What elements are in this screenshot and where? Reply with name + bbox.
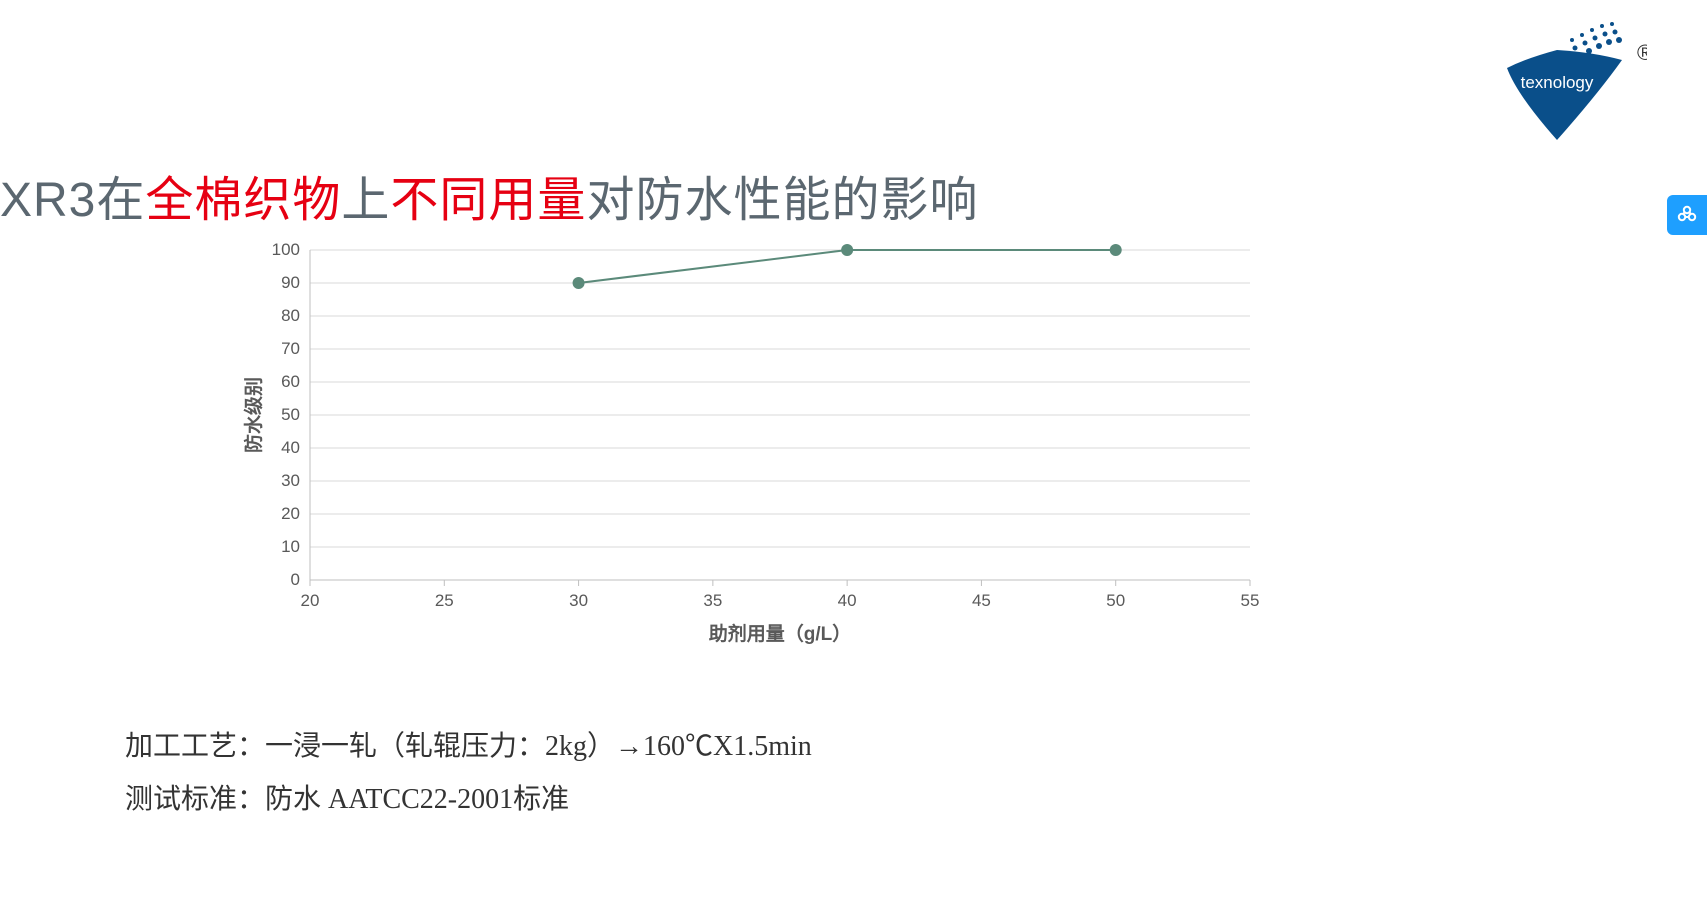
svg-text:40: 40	[838, 591, 857, 610]
note-standard: 测试标准：防水 AATCC22-2001标准	[125, 773, 812, 826]
page-title: XR3在全棉织物上不同用量对防水性能的影响	[0, 160, 978, 230]
title-seg4: 上	[341, 174, 390, 227]
svg-text:45: 45	[972, 591, 991, 610]
title-seg2: 在	[96, 174, 145, 227]
svg-text:30: 30	[281, 471, 300, 490]
logo-text: texnology	[1521, 73, 1594, 92]
svg-text:助剂用量（g/L）: 助剂用量（g/L）	[709, 622, 852, 645]
title-seg6: 对防水性能的影响	[586, 174, 978, 227]
svg-text:20: 20	[301, 591, 320, 610]
side-app-badge[interactable]	[1667, 195, 1707, 235]
svg-text:防水级别: 防水级别	[242, 377, 265, 453]
svg-text:100: 100	[272, 240, 300, 259]
waterproof-chart: 0 10 20 30 40 50 60 70 80 90 100 20 25 30 35 40 45 50 55 助剂…	[230, 240, 1280, 660]
svg-text:70: 70	[281, 339, 300, 358]
svg-text:40: 40	[281, 438, 300, 457]
svg-text:25: 25	[435, 591, 454, 610]
svg-text:50: 50	[1106, 591, 1125, 610]
svg-text:90: 90	[281, 273, 300, 292]
registered-mark: ®	[1637, 40, 1647, 65]
svg-text:30: 30	[569, 591, 588, 610]
svg-text:20: 20	[281, 504, 300, 523]
svg-text:80: 80	[281, 306, 300, 325]
svg-text:55: 55	[1241, 591, 1260, 610]
title-seg5: 不同用量	[390, 174, 586, 227]
brand-logo: texnology ®	[1467, 10, 1647, 150]
svg-text:35: 35	[703, 591, 722, 610]
title-seg1: XR3	[0, 174, 96, 227]
title-seg3: 全棉织物	[145, 174, 341, 227]
svg-text:10: 10	[281, 537, 300, 556]
svg-text:60: 60	[281, 372, 300, 391]
svg-text:0: 0	[291, 570, 300, 589]
footnotes: 加工工艺：一浸一轧（轧辊压力：2kg）→160℃X1.5min 测试标准：防水 …	[125, 720, 812, 826]
svg-text:50: 50	[281, 405, 300, 424]
note-process: 加工工艺：一浸一轧（轧辊压力：2kg）→160℃X1.5min	[125, 720, 812, 773]
cloud-sync-icon	[1675, 203, 1699, 227]
